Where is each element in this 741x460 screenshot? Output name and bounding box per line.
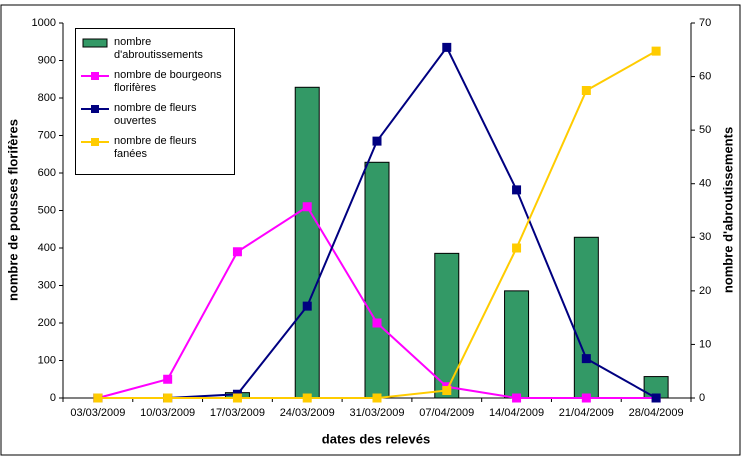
y-tick-label: 1000 bbox=[32, 17, 56, 29]
marker bbox=[372, 136, 382, 146]
legend-label: nombre de fleurs ouvertes bbox=[114, 102, 197, 127]
y2-tick-label: 0 bbox=[699, 392, 705, 404]
y2-tick-label: 50 bbox=[699, 124, 711, 136]
marker bbox=[302, 202, 312, 212]
marker bbox=[651, 393, 661, 403]
marker bbox=[232, 247, 242, 257]
y2-axis-title: nombre d'abroutissements bbox=[720, 127, 735, 293]
x-tick-label: 28/04/2009 bbox=[629, 407, 684, 419]
marker bbox=[581, 354, 591, 364]
marker bbox=[163, 374, 173, 384]
bar bbox=[364, 161, 390, 399]
y-tick-label: 800 bbox=[38, 92, 56, 104]
x-axis-title: dates des relevés bbox=[322, 431, 430, 446]
legend-item: nombre de bourgeons florifères bbox=[80, 69, 232, 95]
legend-label: nombre de fleurs fanées bbox=[114, 135, 197, 160]
bar bbox=[573, 236, 599, 399]
x-tick-label: 10/03/2009 bbox=[140, 407, 195, 419]
y2-tick-label: 20 bbox=[699, 285, 711, 297]
marker bbox=[581, 86, 591, 95]
legend-marker bbox=[91, 105, 99, 113]
legend-item: nombre de fleurs ouvertes bbox=[80, 102, 232, 128]
marker bbox=[232, 393, 242, 403]
marker bbox=[651, 46, 661, 56]
legend-item: nombre de fleurs fanées bbox=[80, 135, 232, 161]
marker bbox=[302, 393, 312, 403]
marker bbox=[512, 393, 522, 403]
marker bbox=[442, 386, 452, 395]
y-tick-label: 300 bbox=[38, 279, 56, 291]
y-tick-label: 400 bbox=[38, 242, 56, 254]
marker bbox=[372, 318, 382, 328]
legend: nombre d'abroutissements nombre de bourge… bbox=[75, 28, 235, 175]
y-tick-label: 900 bbox=[38, 54, 56, 66]
y-tick-label: 100 bbox=[38, 354, 56, 366]
frame bbox=[0, 4, 741, 456]
legend-swatch bbox=[82, 38, 108, 48]
legend-key bbox=[81, 138, 109, 146]
bar bbox=[434, 252, 460, 399]
x-tick-label: 07/04/2009 bbox=[419, 407, 474, 419]
y-axis-title: nombre de pousses florifères bbox=[5, 119, 20, 301]
bar bbox=[504, 290, 530, 399]
marker bbox=[442, 42, 452, 52]
marker bbox=[372, 393, 382, 403]
x-tick-label: 14/04/2009 bbox=[489, 407, 544, 419]
marker bbox=[302, 301, 312, 311]
legend-label: nombre de bourgeons florifères bbox=[114, 69, 222, 94]
x-tick-label: 17/03/2009 bbox=[210, 407, 265, 419]
y-tick-label: 600 bbox=[38, 167, 56, 179]
marker bbox=[512, 185, 522, 195]
y-tick-label: 200 bbox=[38, 317, 56, 329]
legend-item: nombre d'abroutissements bbox=[80, 36, 232, 62]
y2-tick-label: 60 bbox=[699, 70, 711, 82]
marker bbox=[93, 393, 103, 403]
legend-key bbox=[82, 38, 108, 48]
legend-marker bbox=[91, 138, 99, 146]
y-tick-label: 500 bbox=[38, 204, 56, 216]
x-tick-label: 03/03/2009 bbox=[70, 407, 125, 419]
y2-tick-label: 70 bbox=[699, 17, 711, 29]
legend-key bbox=[81, 105, 109, 113]
x-tick-label: 21/04/2009 bbox=[559, 407, 614, 419]
bar bbox=[294, 86, 320, 399]
y-tick-label: 700 bbox=[38, 129, 56, 141]
y-tick-label: 0 bbox=[50, 392, 56, 404]
marker bbox=[512, 243, 522, 253]
marker bbox=[581, 393, 591, 403]
y2-tick-label: 10 bbox=[699, 338, 711, 350]
y2-tick-label: 30 bbox=[699, 231, 711, 243]
y2-tick-label: 40 bbox=[699, 178, 711, 190]
legend-label: nombre d'abroutissements bbox=[114, 36, 203, 61]
marker bbox=[163, 393, 173, 403]
legend-key bbox=[81, 72, 109, 80]
x-tick-label: 31/03/2009 bbox=[349, 407, 404, 419]
legend-marker bbox=[91, 72, 99, 80]
x-tick-label: 24/03/2009 bbox=[280, 407, 335, 419]
